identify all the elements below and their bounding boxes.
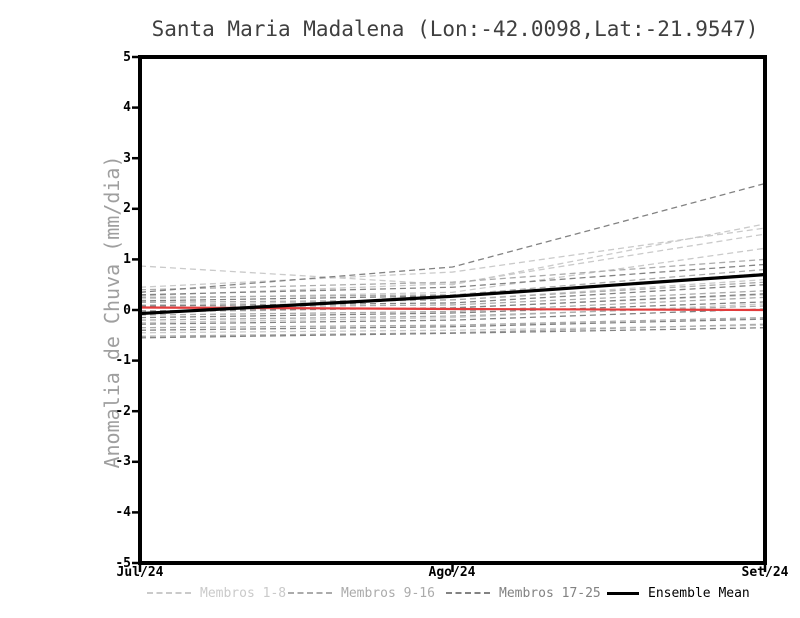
legend-item-ensemble-mean: Ensemble Mean [607,585,750,601]
ensemble-member-line [139,303,766,324]
ensemble-member-line [139,223,766,286]
dashed-line-swatch [147,592,191,594]
y-tick-label: 2 [123,201,131,217]
ensemble-member-line [139,284,766,307]
ensemble-member-line [139,301,766,319]
y-tick-label: 0 [123,302,131,318]
ensemble-member-line [139,182,766,293]
x-tick-label-jul: Jul/24 [116,565,164,580]
y-tick-label: -1 [115,353,131,369]
ensemble-member-line [139,263,766,296]
y-tick-label: 5 [123,49,131,65]
ensemble-member-line [139,316,766,329]
x-tick-label-ago: Ago/24 [428,565,476,580]
ensemble-member-line [139,247,766,300]
y-tick-label: -4 [115,504,131,520]
legend-item-membros-1-8: Membros 1-8 [147,585,286,601]
legend-label: Membros 1-8 [200,585,287,601]
ensemble-member-line [139,318,766,331]
x-tick-label-set: Set/24 [741,565,789,580]
legend: Membros 1-8 Membros 9-16 Membros 17-25 E… [0,585,800,607]
y-tick-label: 1 [123,251,131,267]
solid-line-swatch [607,591,639,595]
dashed-line-swatch [446,592,490,594]
dashed-line-swatch [288,592,332,594]
chart-title: Santa Maria Madalena (Lon:-42.0098,Lat:-… [151,17,759,41]
legend-item-membros-17-25: Membros 17-25 [446,585,601,601]
ensemble-member-line [139,296,766,316]
ensemble-member-line [139,233,766,297]
legend-label: Membros 9-16 [341,585,435,601]
y-tick-label: -3 [115,454,131,470]
y-tick-label: 3 [123,150,131,166]
ensemble-member-line [139,227,766,288]
y-tick-label: -5 [115,555,131,571]
ensemble-member-line [139,327,766,339]
ensemble-member-line [139,258,766,291]
ensemble-member-line [139,308,766,325]
legend-label: Ensemble Mean [648,585,750,601]
ensemble-member-line [139,281,766,304]
y-tick-label: -2 [115,403,131,419]
legend-item-membros-9-16: Membros 9-16 [288,585,435,601]
legend-label: Membros 17-25 [499,585,601,601]
ensemble-mean-line [139,272,766,316]
y-tick-label: 4 [123,100,131,116]
